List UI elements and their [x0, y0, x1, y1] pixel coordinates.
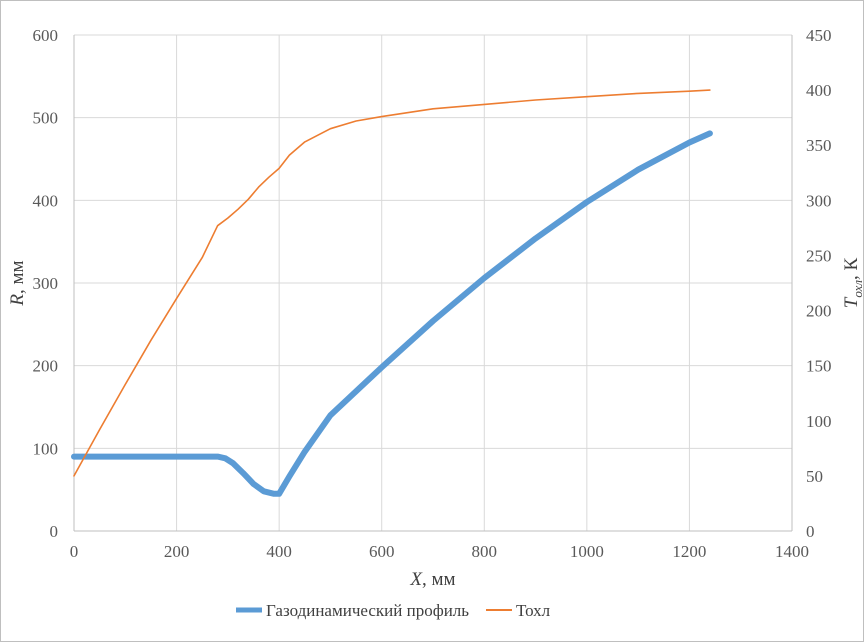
y-right-tick-label: 400 — [806, 81, 832, 100]
y-left-tick-label: 200 — [33, 357, 59, 376]
plot-axes — [73, 35, 793, 532]
y-right-tick-label: 0 — [806, 522, 815, 541]
x-tick-label: 1400 — [775, 542, 809, 561]
x-tick-label: 1200 — [672, 542, 706, 561]
y-left-tick-label: 300 — [33, 274, 59, 293]
legend-label-profile: Газодинамический профиль — [266, 601, 469, 620]
series-lines — [71, 89, 713, 497]
series-line-cooling-temperature — [73, 89, 711, 477]
y-right-tick-label: 50 — [806, 467, 823, 486]
y-right-axis-title: Tохл, К — [841, 257, 865, 308]
y-left-tick-label: 500 — [33, 109, 59, 128]
y-right-axis-ticks: 0 50 100 150 200 250 300 350 400 450 — [806, 26, 832, 541]
x-tick-label: 0 — [70, 542, 79, 561]
y-left-tick-label: 100 — [33, 439, 59, 458]
x-tick-label: 1000 — [570, 542, 604, 561]
y-left-axis-ticks: 0 100 200 300 400 500 600 — [33, 26, 59, 541]
y-right-tick-label: 100 — [806, 412, 832, 431]
y-right-tick-label: 300 — [806, 191, 832, 210]
y-right-tick-label: 350 — [806, 136, 832, 155]
y-right-tick-label: 450 — [806, 26, 832, 45]
x-tick-label: 400 — [266, 542, 292, 561]
x-axis-title: X, мм — [409, 569, 455, 590]
y-right-tick-label: 150 — [806, 357, 832, 376]
x-tick-label: 800 — [472, 542, 498, 561]
legend-label-cooling-temp: Тохл — [516, 601, 551, 620]
y-right-tick-label: 250 — [806, 246, 832, 265]
x-tick-label: 600 — [369, 542, 395, 561]
series-line-gasdynamic-profile — [71, 130, 713, 497]
y-left-axis-title: R, мм — [7, 260, 28, 306]
y-left-tick-label: 0 — [50, 522, 59, 541]
y-left-tick-label: 600 — [33, 26, 59, 45]
legend: Газодинамический профиль Тохл — [236, 601, 551, 620]
x-axis-ticks: 0 200 400 600 800 1000 1200 1400 — [70, 542, 809, 561]
y-left-tick-label: 400 — [33, 191, 59, 210]
y-right-tick-label: 200 — [806, 302, 832, 321]
x-tick-label: 200 — [164, 542, 190, 561]
